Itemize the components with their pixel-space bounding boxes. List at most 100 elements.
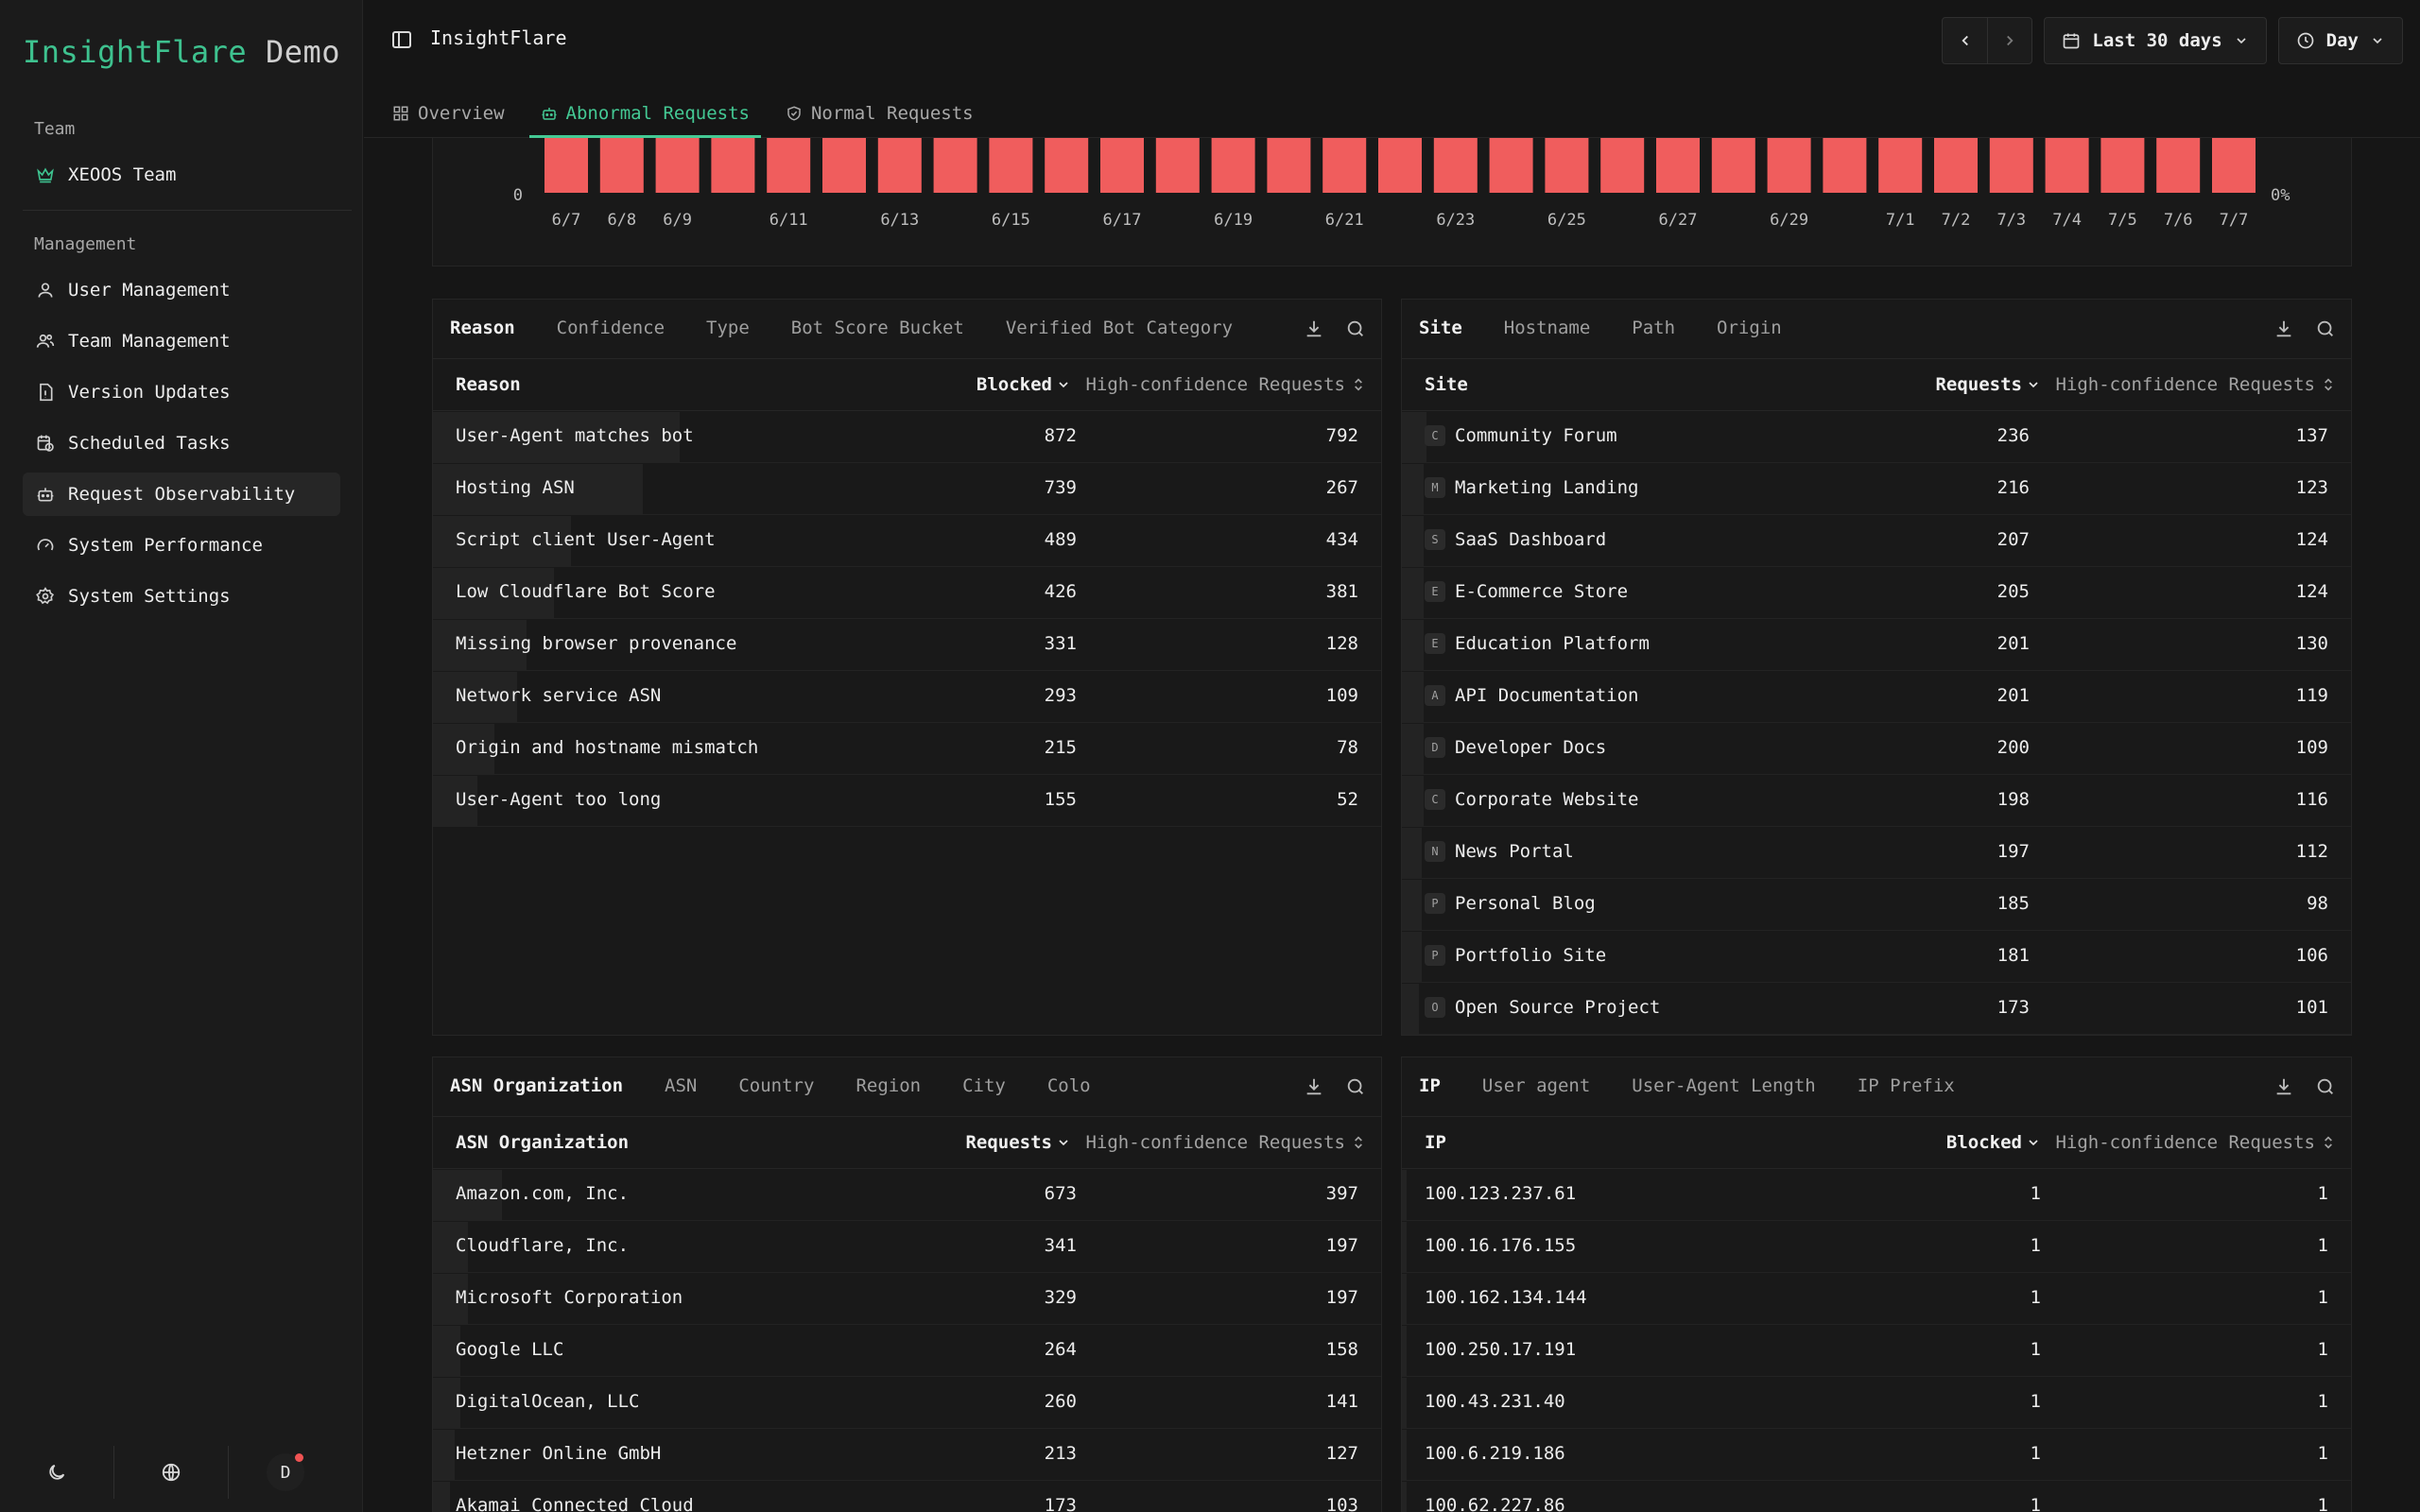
column-header-requests[interactable]: Requests (1935, 374, 2041, 395)
chart-bar[interactable] (989, 138, 1033, 193)
column-header-requests[interactable]: Requests (965, 1132, 1071, 1153)
tab-ip[interactable]: IP (1419, 1075, 1441, 1096)
table-row[interactable]: P Portfolio Site 181 106 (1402, 931, 2351, 983)
chart-bar[interactable] (933, 138, 977, 193)
table-row[interactable]: M Marketing Landing 216 123 (1402, 463, 2351, 515)
tab-type[interactable]: Type (706, 318, 750, 338)
tab-ip-prefix[interactable]: IP Prefix (1857, 1075, 1955, 1096)
table-row[interactable]: O Open Source Project 173 101 (1402, 983, 2351, 1035)
table-row[interactable]: P Personal Blog 185 98 (1402, 879, 2351, 931)
table-row[interactable]: User-Agent matches bot 872 792 (433, 411, 1381, 463)
sidebar-item-scheduled-tasks[interactable]: Scheduled Tasks (23, 421, 340, 465)
tab-colo[interactable]: Colo (1046, 1075, 1091, 1096)
chart-bar[interactable] (1489, 138, 1533, 193)
sidebar-item-team-management[interactable]: Team Management (23, 319, 340, 363)
table-row[interactable]: 100.43.231.40 1 1 (1402, 1377, 2351, 1429)
tab-user-agent-length[interactable]: User-Agent Length (1632, 1075, 1816, 1096)
tab-region[interactable]: Region (856, 1075, 922, 1096)
chart-bar[interactable] (1267, 138, 1311, 193)
table-row[interactable]: D Developer Docs 200 109 (1402, 723, 2351, 775)
team-switcher[interactable]: XEOOS Team (23, 153, 340, 197)
search-icon[interactable] (2315, 1076, 2336, 1097)
sidebar-item-system-settings[interactable]: System Settings (23, 575, 340, 618)
table-row[interactable]: DigitalOcean, LLC 260 141 (433, 1377, 1381, 1429)
download-icon[interactable] (1304, 318, 1324, 339)
tab-verified-bot-category[interactable]: Verified Bot Category (1005, 318, 1234, 338)
chart-bar[interactable] (2045, 138, 2089, 193)
table-row[interactable]: E Education Platform 201 130 (1402, 619, 2351, 671)
search-icon[interactable] (2315, 318, 2336, 339)
chart-bar[interactable] (1211, 138, 1255, 193)
sidebar-item-request-observability[interactable]: Request Observability (23, 472, 340, 516)
chart-bar[interactable] (767, 138, 811, 193)
chart-bar[interactable] (2156, 138, 2201, 193)
column-header-blocked[interactable]: Blocked (1946, 1132, 2041, 1153)
theme-toggle-button[interactable] (0, 1446, 113, 1499)
granularity-select[interactable]: Day (2277, 17, 2403, 64)
table-row[interactable]: Script client User-Agent 489 434 (433, 515, 1381, 567)
chart-bar[interactable] (1934, 138, 1978, 193)
column-header-high-confidence[interactable]: High-confidence Requests (1085, 1132, 1366, 1153)
table-row[interactable]: E E-Commerce Store 205 124 (1402, 567, 2351, 619)
tab-origin[interactable]: Origin (1717, 318, 1782, 338)
chart-bar[interactable] (711, 138, 755, 193)
download-icon[interactable] (1304, 1076, 1324, 1097)
download-icon[interactable] (2273, 318, 2294, 339)
tab-asn-organization[interactable]: ASN Organization (450, 1075, 624, 1096)
chart-bar[interactable] (1100, 138, 1144, 193)
column-header-blocked[interactable]: Blocked (977, 374, 1071, 395)
tab-site[interactable]: Site (1419, 318, 1462, 338)
chart-bar[interactable] (1989, 138, 2033, 193)
table-row[interactable]: 100.6.219.186 1 1 (1402, 1429, 2351, 1481)
chart-bar[interactable] (1656, 138, 1700, 193)
chart-bar[interactable] (2212, 138, 2256, 193)
column-header-high-confidence[interactable]: High-confidence Requests (2055, 1132, 2336, 1153)
chart-bar[interactable] (1767, 138, 1811, 193)
chart-bar[interactable] (1433, 138, 1478, 193)
table-row[interactable]: N News Portal 197 112 (1402, 827, 2351, 879)
table-row[interactable]: A API Documentation 201 119 (1402, 671, 2351, 723)
tab-city[interactable]: City (962, 1075, 1006, 1096)
date-range-select[interactable]: Last 30 days (2044, 17, 2267, 64)
tab-normal-requests[interactable]: Normal Requests (774, 89, 985, 138)
chart-bar[interactable] (877, 138, 922, 193)
table-row[interactable]: Hetzner Online GmbH 213 127 (433, 1429, 1381, 1481)
sidebar-toggle-button[interactable] (390, 28, 415, 53)
tab-reason[interactable]: Reason (450, 318, 515, 338)
tab-country[interactable]: Country (738, 1075, 815, 1096)
chart-bar[interactable] (2100, 138, 2145, 193)
table-row[interactable]: C Community Forum 236 137 (1402, 411, 2351, 463)
table-row[interactable]: Microsoft Corporation 329 197 (433, 1273, 1381, 1325)
tab-asn[interactable]: ASN (665, 1075, 698, 1096)
table-row[interactable]: 100.16.176.155 1 1 (1402, 1221, 2351, 1273)
tab-bot-score-bucket[interactable]: Bot Score Bucket (790, 318, 964, 338)
column-header-high-confidence[interactable]: High-confidence Requests (2055, 374, 2336, 395)
tab-abnormal-requests[interactable]: Abnormal Requests (528, 89, 762, 138)
chart-bar[interactable] (1600, 138, 1645, 193)
chart-bar[interactable] (1878, 138, 1923, 193)
tab-path[interactable]: Path (1632, 318, 1676, 338)
next-range-button[interactable] (1987, 18, 2031, 63)
tab-confidence[interactable]: Confidence (556, 318, 666, 338)
brand-logo[interactable]: InsightFlare Demo (23, 34, 340, 70)
table-row[interactable]: Low Cloudflare Bot Score 426 381 (433, 567, 1381, 619)
table-row[interactable]: Network service ASN 293 109 (433, 671, 1381, 723)
table-row[interactable]: 100.123.237.61 1 1 (1402, 1169, 2351, 1221)
table-row[interactable]: 100.162.134.144 1 1 (1402, 1273, 2351, 1325)
table-row[interactable]: S SaaS Dashboard 207 124 (1402, 515, 2351, 567)
table-row[interactable]: C Corporate Website 198 116 (1402, 775, 2351, 827)
table-row[interactable]: Missing browser provenance 331 128 (433, 619, 1381, 671)
previous-range-button[interactable] (1943, 18, 1987, 63)
table-row[interactable]: 100.62.227.86 1 1 (1402, 1481, 2351, 1512)
chart-bar[interactable] (1378, 138, 1422, 193)
chart-bar[interactable] (1823, 138, 1867, 193)
chart-bar[interactable] (1155, 138, 1200, 193)
search-icon[interactable] (1345, 318, 1366, 339)
table-row[interactable]: Akamai Connected Cloud 173 103 (433, 1481, 1381, 1512)
table-row[interactable]: Amazon.com, Inc. 673 397 (433, 1169, 1381, 1221)
chart-bar[interactable] (599, 138, 644, 193)
language-button[interactable] (114, 1446, 228, 1499)
table-row[interactable]: Origin and hostname mismatch 215 78 (433, 723, 1381, 775)
tab-overview[interactable]: Overview (381, 89, 516, 138)
tab-user-agent[interactable]: User agent (1481, 1075, 1591, 1096)
